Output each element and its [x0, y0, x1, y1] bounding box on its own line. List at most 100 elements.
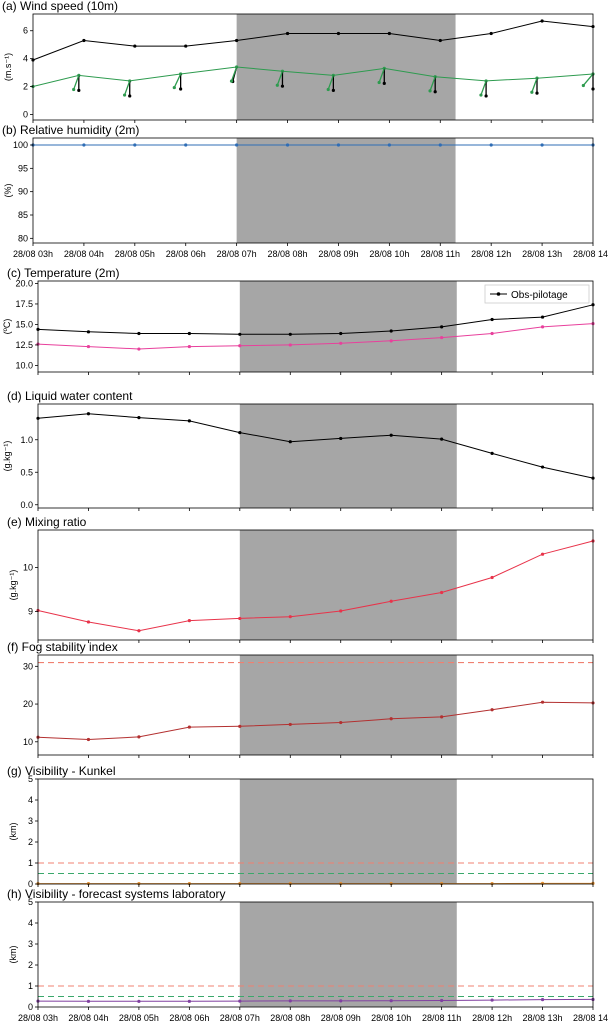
data-point: [238, 344, 242, 348]
shaded-period: [236, 138, 456, 243]
panel-f: (f) Fog stability index 10 20 30: [7, 640, 595, 758]
data-point: [387, 31, 391, 36]
x-tick-label: 28/08 08h: [270, 1013, 310, 1023]
wind-arrow: [531, 77, 538, 93]
shaded-period: [239, 779, 457, 884]
data-point: [540, 552, 545, 556]
data-point: [82, 143, 86, 147]
data-point: [490, 998, 494, 1002]
data-point: [133, 44, 137, 48]
series-line-1: [37, 998, 594, 1002]
data-point: [389, 339, 393, 343]
y-axis-label: (km): [8, 946, 18, 964]
data-point: [137, 347, 141, 351]
x-tick-label: 28/08 06h: [169, 1013, 209, 1023]
data-point: [440, 590, 444, 595]
y-tick-label: 20: [23, 699, 33, 709]
x-tick-label: 28/08 03h: [13, 249, 53, 259]
y-tick-label: 95: [18, 163, 28, 173]
shaded-period: [236, 14, 456, 120]
data-point: [86, 344, 91, 349]
panel-title: (a) Wind speed (10m): [2, 0, 118, 13]
y-axis-label: (g.kg⁻¹): [2, 441, 12, 472]
x-tick-label: 28/08 12h: [472, 1013, 512, 1023]
data-point: [489, 31, 493, 36]
x-tick-label: 28/08 04h: [64, 249, 104, 259]
data-point: [440, 715, 444, 719]
data-point: [389, 999, 393, 1003]
data-point: [238, 616, 242, 621]
data-point: [184, 44, 188, 48]
data-point: [137, 629, 141, 633]
data-point: [238, 724, 242, 728]
y-tick-label: 4: [23, 54, 28, 64]
data-point: [540, 998, 545, 1002]
y-tick-label: 1.0: [20, 435, 33, 445]
y-axis-label: (%): [3, 184, 13, 198]
wind-arrow: [173, 73, 182, 88]
y-tick-label: 0: [28, 1002, 33, 1012]
data-point: [490, 451, 494, 455]
data-point: [187, 344, 191, 349]
x-tick-label: 28/08 08h: [268, 249, 308, 259]
panel-d: (d) Liquid water content 0.0 0.5 1.0 (g.kg⁻¹…: [2, 389, 595, 511]
data-point: [339, 609, 343, 613]
data-point: [187, 619, 191, 623]
data-point: [336, 143, 341, 147]
data-point: [86, 412, 91, 416]
x-tick-label: 28/08 12h: [471, 249, 511, 259]
y-tick-label: 1: [28, 981, 33, 991]
data-point: [540, 700, 545, 704]
wind-arrow: [378, 68, 385, 83]
x-tick-label: 28/08 09h: [318, 249, 358, 259]
wind-arrow-head: [428, 89, 432, 93]
data-point: [387, 143, 391, 147]
wind-arrow-head: [382, 81, 386, 85]
data-point: [490, 575, 494, 580]
x-tick-label: 28/08 10h: [371, 1013, 411, 1023]
data-point: [440, 998, 444, 1003]
wind-arrow-head: [275, 83, 279, 87]
plot-frame: [37, 654, 594, 756]
y-tick-label: 20.0: [15, 278, 33, 288]
x-tick-label: 28/08 05h: [115, 249, 155, 259]
series-line-1: [37, 540, 594, 632]
data-point: [490, 331, 494, 336]
series-line-2: [32, 66, 594, 87]
data-point: [86, 330, 91, 334]
data-point: [438, 38, 442, 43]
data-point: [288, 999, 292, 1003]
panel-title: (b) Relative humidity (2m): [2, 123, 139, 137]
wind-arrow: [480, 80, 487, 96]
data-point: [238, 332, 242, 336]
y-tick-label: 2: [28, 960, 33, 970]
legend-label: Obs-pilotage: [511, 290, 568, 301]
x-tick-label: 28/08 10h: [369, 249, 409, 259]
wind-arrow-head: [484, 94, 488, 98]
data-point: [540, 315, 545, 319]
wind-arrow: [429, 76, 436, 92]
y-tick-label: 5: [28, 774, 33, 784]
y-tick-label: 2: [23, 82, 28, 92]
wind-arrow-head: [72, 87, 76, 92]
data-point: [440, 325, 444, 329]
data-point: [137, 416, 141, 420]
y-tick-label: 3: [28, 939, 33, 949]
wind-arrow-head: [479, 93, 483, 97]
panel-c: (c) Temperature (2m) 10.0 12.5 15.0 17.5 20.0…: [2, 266, 595, 375]
data-point: [389, 599, 393, 603]
data-point: [288, 440, 292, 444]
wind-arrow-head: [122, 93, 127, 97]
y-axis-label: (km): [8, 823, 18, 841]
data-point: [288, 343, 292, 347]
plot-frame: [37, 778, 594, 885]
data-point: [288, 722, 292, 727]
plot-frame: [37, 529, 594, 641]
plot-frame: [37, 901, 594, 1008]
shaded-period: [239, 655, 457, 755]
shaded-period: [239, 404, 457, 508]
x-tick-label: 28/08 14h: [573, 249, 608, 259]
plot-frame: [37, 280, 594, 373]
data-point: [187, 331, 191, 336]
x-tick-label: 28/08 11h: [422, 1013, 461, 1023]
